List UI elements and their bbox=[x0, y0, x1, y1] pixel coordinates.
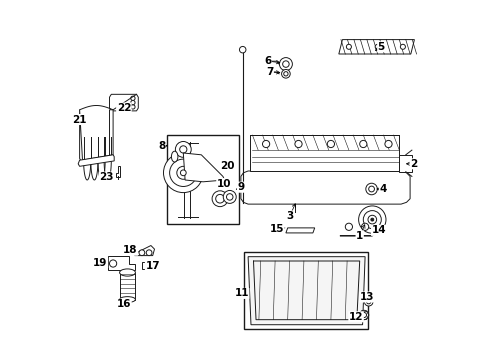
Circle shape bbox=[130, 105, 135, 109]
Text: 1: 1 bbox=[355, 231, 363, 241]
Polygon shape bbox=[399, 155, 411, 172]
Polygon shape bbox=[249, 135, 399, 171]
Circle shape bbox=[262, 140, 269, 148]
Text: 23: 23 bbox=[99, 172, 114, 182]
Circle shape bbox=[130, 100, 135, 105]
Text: 18: 18 bbox=[123, 245, 137, 255]
Circle shape bbox=[109, 260, 117, 267]
Text: 2: 2 bbox=[409, 159, 416, 169]
Circle shape bbox=[346, 44, 351, 49]
Text: 9: 9 bbox=[237, 182, 244, 192]
Circle shape bbox=[370, 218, 373, 221]
Circle shape bbox=[384, 140, 391, 148]
Polygon shape bbox=[109, 94, 138, 111]
Circle shape bbox=[374, 44, 380, 49]
Circle shape bbox=[169, 159, 197, 186]
Circle shape bbox=[239, 46, 245, 53]
Circle shape bbox=[359, 140, 366, 148]
Polygon shape bbox=[247, 257, 365, 325]
Circle shape bbox=[180, 170, 186, 176]
Circle shape bbox=[130, 96, 135, 100]
Text: 6: 6 bbox=[264, 56, 271, 66]
Polygon shape bbox=[142, 262, 149, 269]
Circle shape bbox=[366, 300, 370, 304]
Circle shape bbox=[326, 140, 334, 148]
Ellipse shape bbox=[120, 297, 135, 302]
Circle shape bbox=[283, 72, 287, 76]
Text: 8: 8 bbox=[158, 141, 165, 151]
Circle shape bbox=[358, 206, 385, 233]
Circle shape bbox=[294, 140, 302, 148]
Polygon shape bbox=[115, 166, 120, 177]
Circle shape bbox=[368, 186, 374, 192]
Circle shape bbox=[175, 141, 191, 157]
Polygon shape bbox=[338, 40, 413, 54]
Ellipse shape bbox=[171, 151, 178, 162]
Polygon shape bbox=[120, 273, 135, 300]
Circle shape bbox=[365, 183, 377, 195]
Text: 10: 10 bbox=[216, 179, 231, 189]
Circle shape bbox=[215, 194, 224, 203]
Circle shape bbox=[146, 250, 152, 256]
Polygon shape bbox=[107, 256, 134, 270]
Circle shape bbox=[223, 190, 236, 203]
Circle shape bbox=[177, 166, 189, 179]
Text: 19: 19 bbox=[93, 258, 107, 268]
Circle shape bbox=[345, 223, 352, 230]
Text: 12: 12 bbox=[348, 312, 363, 322]
Circle shape bbox=[139, 250, 144, 256]
Circle shape bbox=[400, 44, 405, 49]
Ellipse shape bbox=[120, 269, 135, 276]
Circle shape bbox=[163, 153, 203, 193]
Text: 22: 22 bbox=[117, 103, 131, 113]
Bar bbox=[167, 135, 239, 224]
Circle shape bbox=[279, 58, 292, 71]
Text: 20: 20 bbox=[220, 161, 234, 171]
Text: 16: 16 bbox=[117, 299, 131, 309]
Text: 7: 7 bbox=[265, 67, 273, 77]
Text: 13: 13 bbox=[359, 292, 373, 302]
Circle shape bbox=[363, 211, 381, 229]
Circle shape bbox=[367, 215, 376, 224]
Text: 5: 5 bbox=[377, 42, 384, 52]
Polygon shape bbox=[241, 171, 409, 204]
Circle shape bbox=[212, 191, 227, 207]
Polygon shape bbox=[134, 246, 154, 256]
Circle shape bbox=[361, 223, 368, 230]
Text: 3: 3 bbox=[285, 211, 292, 221]
Circle shape bbox=[361, 312, 366, 318]
Circle shape bbox=[359, 310, 368, 320]
Circle shape bbox=[281, 69, 289, 78]
Polygon shape bbox=[285, 228, 314, 233]
Bar bbox=[244, 252, 367, 329]
Polygon shape bbox=[78, 155, 114, 166]
Polygon shape bbox=[183, 153, 224, 182]
Polygon shape bbox=[339, 216, 380, 236]
Circle shape bbox=[179, 146, 186, 153]
Circle shape bbox=[364, 297, 372, 306]
Text: 11: 11 bbox=[234, 288, 248, 298]
Text: 14: 14 bbox=[371, 225, 386, 235]
Circle shape bbox=[282, 61, 288, 67]
Polygon shape bbox=[80, 110, 113, 164]
Text: 4: 4 bbox=[379, 184, 386, 194]
Circle shape bbox=[226, 194, 232, 200]
Text: 15: 15 bbox=[269, 224, 284, 234]
Text: 17: 17 bbox=[145, 261, 160, 271]
Text: 21: 21 bbox=[72, 114, 86, 125]
